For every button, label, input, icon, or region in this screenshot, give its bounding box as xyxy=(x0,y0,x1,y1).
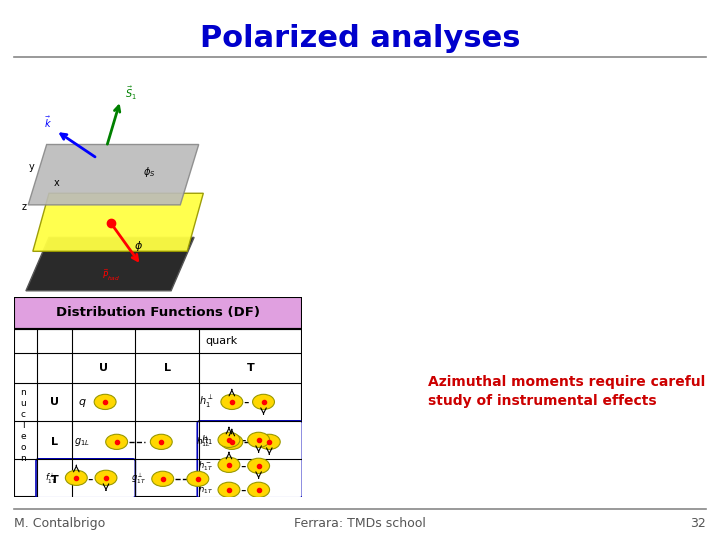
Circle shape xyxy=(106,434,127,449)
FancyBboxPatch shape xyxy=(36,459,135,498)
Text: 32: 32 xyxy=(690,517,706,530)
Circle shape xyxy=(150,434,172,449)
Circle shape xyxy=(253,394,274,409)
Polygon shape xyxy=(26,238,194,291)
Text: l: l xyxy=(22,421,24,430)
Text: $\vec{P}_{had}$: $\vec{P}_{had}$ xyxy=(102,267,120,282)
Text: c: c xyxy=(21,410,25,420)
Text: $f_{1T}^\perp$: $f_{1T}^\perp$ xyxy=(45,472,58,486)
Circle shape xyxy=(258,434,280,449)
Text: T: T xyxy=(51,475,58,485)
Text: L: L xyxy=(163,363,171,373)
Text: n: n xyxy=(20,388,26,397)
Text: U: U xyxy=(99,363,108,373)
Bar xyxy=(14,297,302,329)
Text: M. Contalbrigo: M. Contalbrigo xyxy=(14,517,106,530)
Text: n: n xyxy=(20,454,26,463)
Circle shape xyxy=(95,470,117,485)
Text: -: - xyxy=(240,458,246,474)
Text: L: L xyxy=(51,437,58,447)
Circle shape xyxy=(221,434,243,449)
Polygon shape xyxy=(33,193,203,251)
Text: $\vec{k}$: $\vec{k}$ xyxy=(45,115,53,130)
Text: y: y xyxy=(28,162,34,172)
Text: $\phi$: $\phi$ xyxy=(134,239,143,253)
Text: U: U xyxy=(50,397,59,407)
Text: $h_1$: $h_1$ xyxy=(202,433,213,447)
Circle shape xyxy=(221,394,243,409)
Circle shape xyxy=(152,471,174,487)
Text: $h_{1T}^-$: $h_{1T}^-$ xyxy=(197,459,212,472)
Text: T: T xyxy=(247,363,254,373)
Text: x: x xyxy=(53,178,59,188)
Circle shape xyxy=(94,394,116,409)
Text: Ferrara: TMDs school: Ferrara: TMDs school xyxy=(294,517,426,530)
FancyBboxPatch shape xyxy=(470,235,613,302)
Text: $\vec{S}_1$: $\vec{S}_1$ xyxy=(125,85,137,102)
Text: $g_{1T}^\perp$: $g_{1T}^\perp$ xyxy=(131,472,145,486)
Circle shape xyxy=(248,432,269,448)
Text: Azimuthal moments require careful
study of instrumental effects: Azimuthal moments require careful study … xyxy=(428,375,706,408)
Circle shape xyxy=(218,432,240,448)
Text: $h_{1T}$: $h_{1T}$ xyxy=(198,483,213,496)
Circle shape xyxy=(248,482,269,497)
Text: $h_{1L}^\perp$: $h_{1L}^\perp$ xyxy=(196,434,210,449)
Text: e: e xyxy=(20,433,26,441)
Text: z: z xyxy=(22,201,27,212)
Circle shape xyxy=(187,471,209,487)
Text: Distribution Functions (DF): Distribution Functions (DF) xyxy=(56,307,261,320)
Text: o: o xyxy=(20,443,26,453)
Circle shape xyxy=(218,457,240,472)
FancyBboxPatch shape xyxy=(197,421,302,498)
Text: $g_{1L}$: $g_{1L}$ xyxy=(74,436,90,448)
Circle shape xyxy=(218,482,240,497)
FancyBboxPatch shape xyxy=(470,154,613,221)
FancyBboxPatch shape xyxy=(309,154,429,221)
Text: $h_1^\perp$: $h_1^\perp$ xyxy=(199,394,213,410)
Text: -: - xyxy=(240,482,246,497)
Text: quark: quark xyxy=(206,336,238,346)
Circle shape xyxy=(248,458,269,474)
Text: q: q xyxy=(78,397,86,407)
Text: $\phi_S$: $\phi_S$ xyxy=(143,165,156,179)
Text: Polarized analyses: Polarized analyses xyxy=(199,24,521,53)
Text: -: - xyxy=(87,471,93,487)
Polygon shape xyxy=(28,145,199,205)
Circle shape xyxy=(66,470,87,485)
Text: -: - xyxy=(240,433,246,447)
Text: -: - xyxy=(243,394,249,409)
Text: u: u xyxy=(20,400,26,408)
